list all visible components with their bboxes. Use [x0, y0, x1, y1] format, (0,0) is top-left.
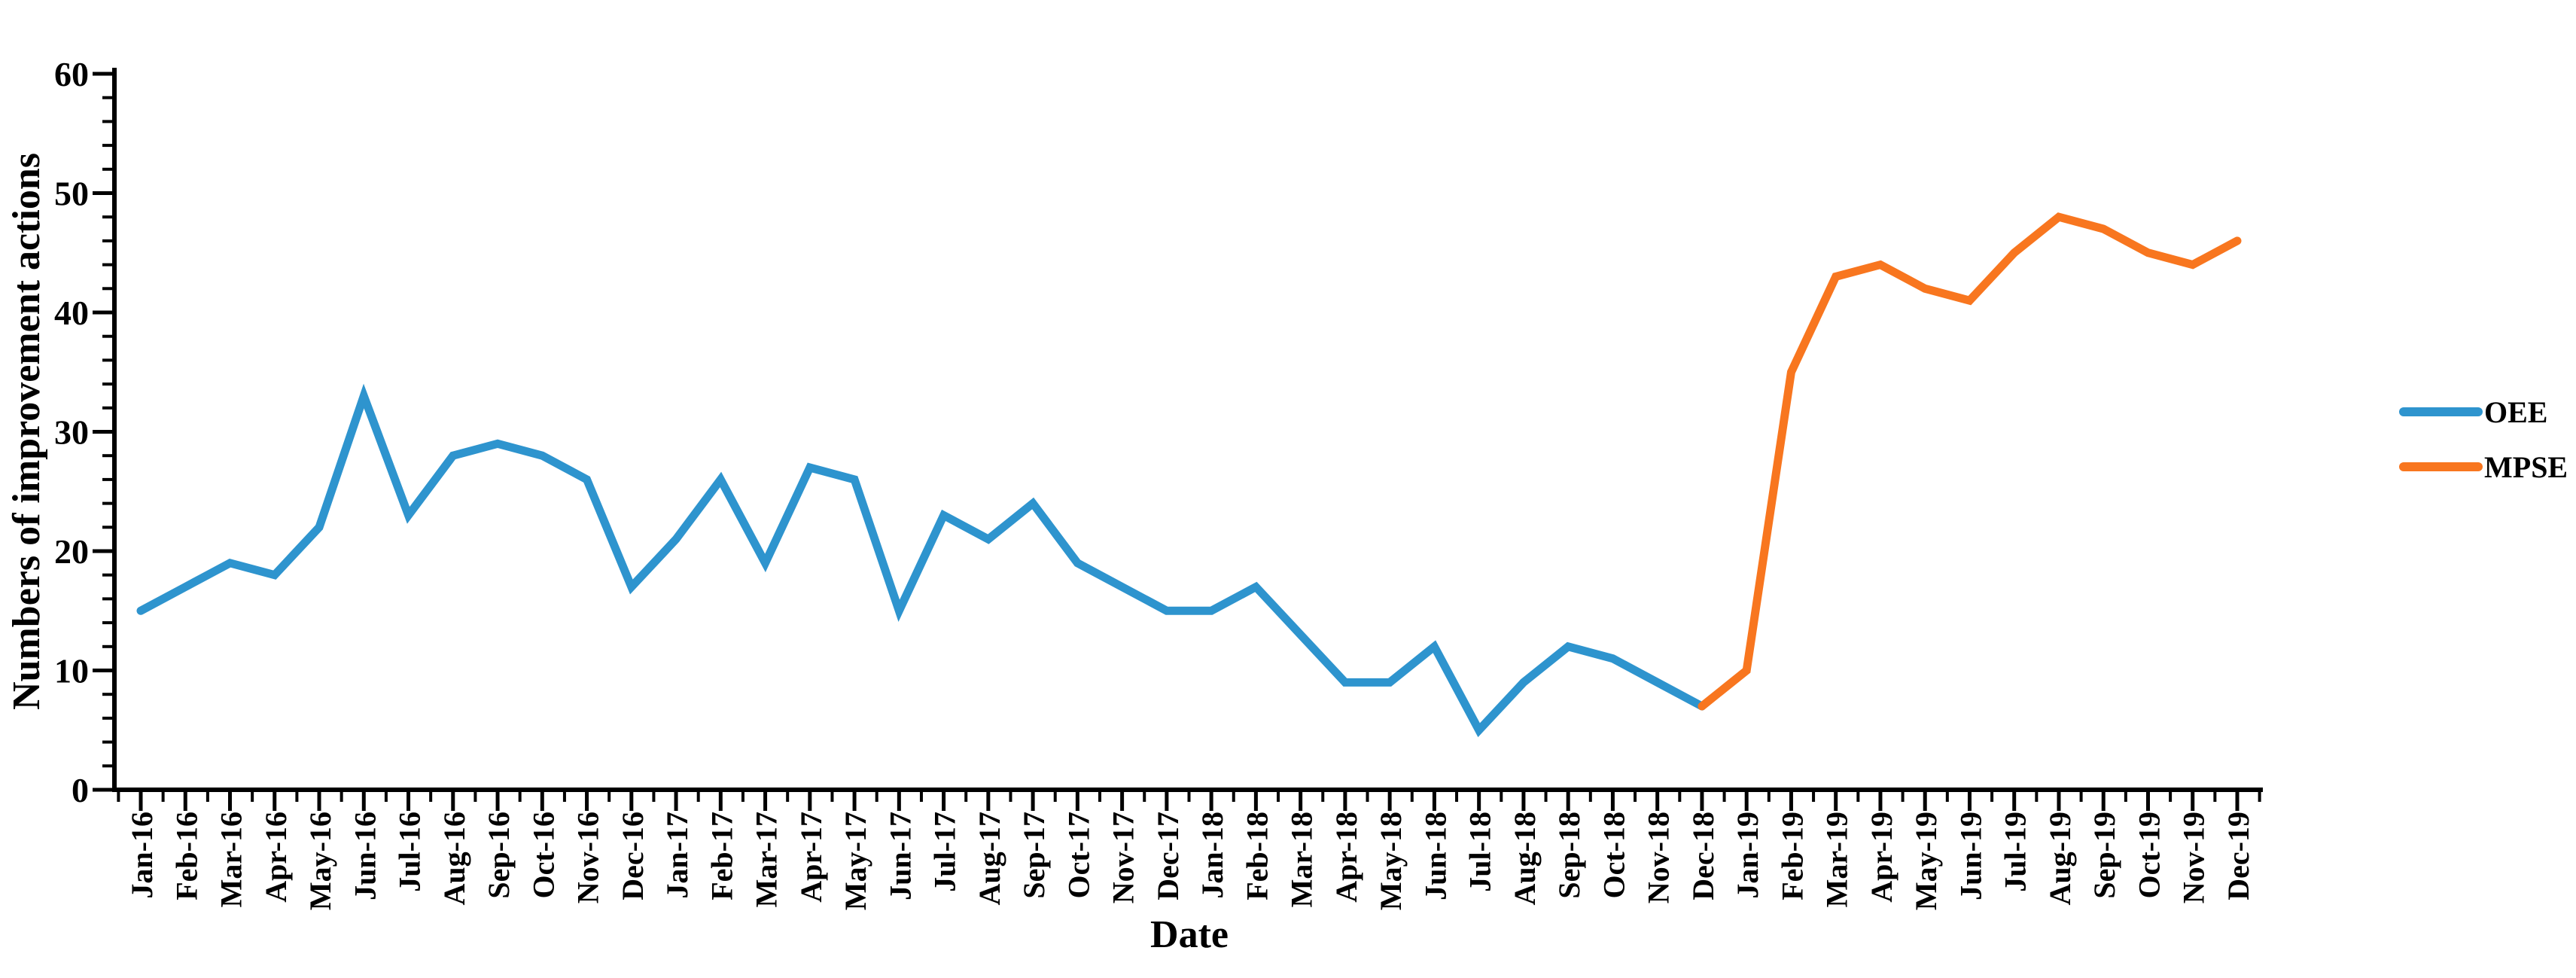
- x-tick-label: Aug-19: [2043, 812, 2077, 905]
- y-tick-label: 40: [54, 294, 89, 332]
- x-tick-label: Feb-18: [1240, 812, 1274, 900]
- series-line-oee: [136, 383, 1707, 738]
- tick-label-layer: 0 10 20 30 40 50 60 Jan-16 Feb-16 Mar-16 Apr-16 May…: [54, 55, 2255, 910]
- x-tick-label: Aug-16: [437, 812, 471, 905]
- x-tick-label: Mar-17: [750, 812, 784, 907]
- x-tick-label: Sep-17: [1017, 812, 1051, 899]
- x-tick-label: Jul-18: [1463, 812, 1497, 892]
- x-tick-label: Apr-19: [1865, 812, 1899, 903]
- x-tick-label: Mar-19: [1820, 812, 1854, 907]
- x-tick-label: Jul-19: [1999, 812, 2032, 892]
- x-tick-label: Oct-16: [526, 812, 560, 899]
- x-tick-label: Jun-18: [1418, 812, 1452, 900]
- y-tick-label: 50: [54, 175, 89, 213]
- x-tick-label: Apr-17: [794, 812, 828, 903]
- x-tick-label: Jan-19: [1731, 812, 1765, 899]
- x-tick-label: Jun-17: [883, 812, 917, 900]
- x-tick-label: Aug-17: [973, 812, 1006, 905]
- x-tick-label: Nov-19: [2177, 812, 2211, 903]
- y-tick-label: 20: [54, 532, 89, 571]
- legend: OEE MPSE: [2399, 395, 2568, 484]
- x-tick-label: Dec-18: [1686, 812, 1720, 900]
- x-tick-label: Sep-18: [1552, 812, 1586, 899]
- x-tick-label: Nov-16: [571, 812, 605, 903]
- x-tick-label: Apr-18: [1329, 812, 1363, 903]
- x-tick-label: Jan-17: [660, 812, 694, 899]
- x-tick-label: Nov-18: [1642, 812, 1676, 903]
- series-layer: [136, 212, 2242, 738]
- x-tick-label: Jan-16: [125, 812, 159, 899]
- x-axis-title: Date: [1150, 913, 1229, 956]
- series-line-mpse: [1698, 212, 2242, 711]
- x-tick-label: Sep-19: [2087, 812, 2121, 899]
- x-tick-label: Feb-16: [169, 812, 203, 900]
- y-tick-label: 30: [54, 413, 89, 452]
- y-tick-label: 60: [54, 55, 89, 93]
- legend-label-oee: OEE: [2484, 395, 2547, 429]
- x-tick-label: Jan-18: [1195, 812, 1229, 899]
- legend-label-mpse: MPSE: [2484, 450, 2568, 484]
- x-tick-label: May-16: [303, 812, 337, 910]
- y-tick-label: 10: [54, 652, 89, 690]
- x-tick-label: May-18: [1374, 812, 1408, 910]
- x-tick-label: Dec-19: [2221, 812, 2255, 900]
- x-tick-label: Mar-16: [215, 812, 248, 907]
- x-tick-label: Apr-16: [259, 812, 293, 903]
- x-tick-label: May-17: [839, 812, 872, 910]
- y-axis-title: Numbers of improvement actions: [5, 153, 48, 710]
- x-tick-label: Jun-19: [1953, 812, 1987, 900]
- x-tick-label: Mar-18: [1285, 812, 1319, 907]
- x-tick-label: Feb-19: [1775, 812, 1809, 900]
- x-tick-label: Dec-17: [1151, 812, 1185, 900]
- x-tick-label: Jul-16: [393, 812, 427, 892]
- x-tick-label: Nov-17: [1107, 812, 1140, 903]
- axes-layer: [93, 68, 2263, 811]
- x-tick-label: Jun-16: [348, 812, 382, 900]
- x-tick-label: Feb-17: [705, 812, 738, 900]
- x-tick-label: Dec-16: [616, 812, 650, 900]
- x-tick-label: Oct-18: [1597, 812, 1631, 899]
- x-tick-label: May-19: [1909, 812, 1943, 910]
- y-tick-label: 0: [72, 771, 89, 809]
- x-tick-label: Aug-18: [1508, 812, 1542, 905]
- x-tick-label: Oct-19: [2132, 812, 2166, 899]
- x-tick-label: Oct-17: [1061, 812, 1095, 899]
- x-tick-label: Sep-16: [482, 812, 516, 899]
- x-tick-label: Jul-17: [928, 812, 962, 892]
